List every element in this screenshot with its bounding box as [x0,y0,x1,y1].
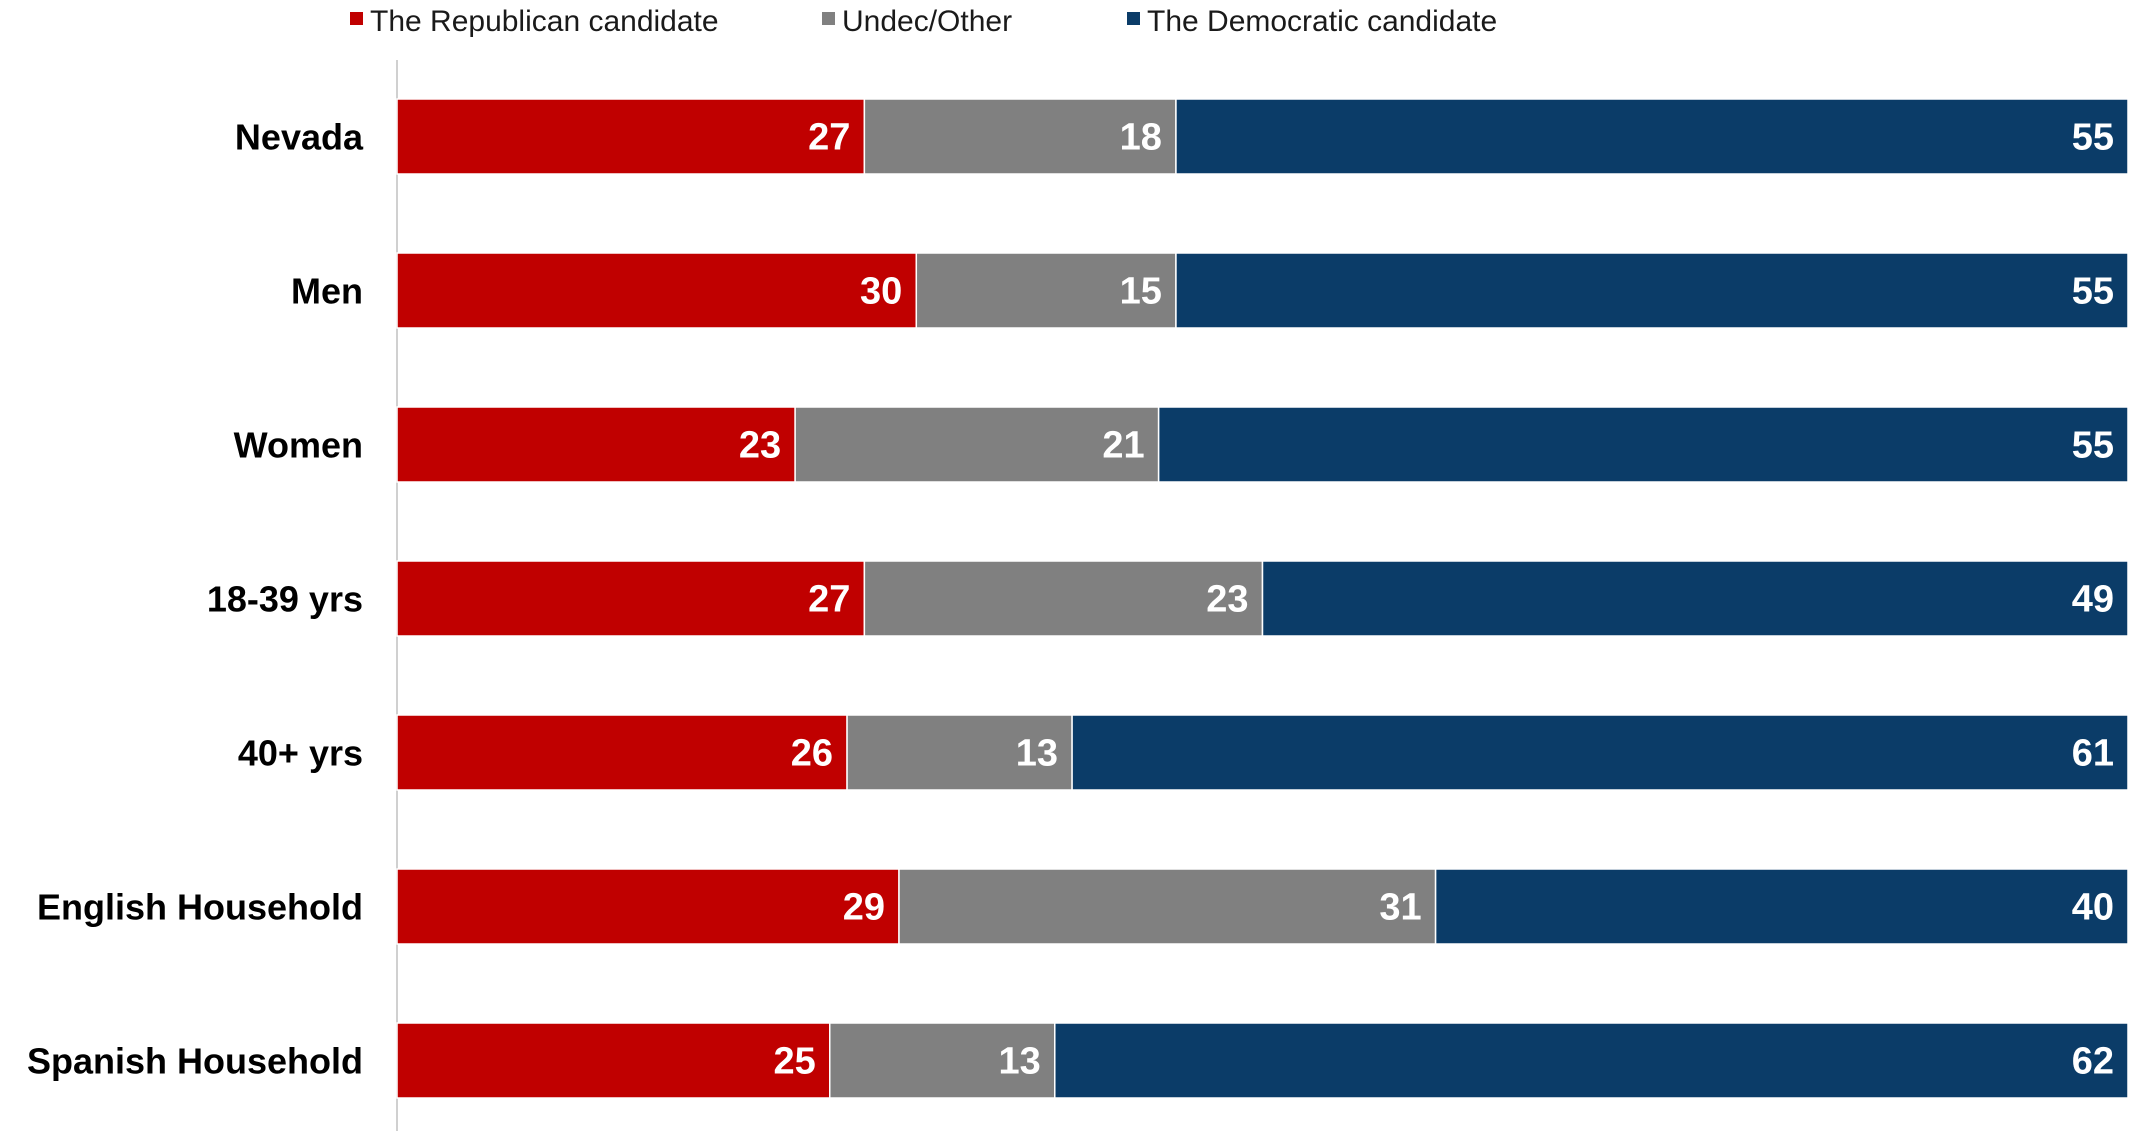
category-label: 18-39 yrs [207,579,363,620]
bar-segment [397,407,795,482]
legend-label-0: The Republican candidate [370,5,719,38]
bar-segment [1159,407,2128,482]
bar-segment [1176,253,2128,328]
value-label: 62 [2072,1041,2114,1083]
bar-segments [397,99,2128,1098]
value-label: 18 [1120,117,1162,159]
value-label: 13 [1016,733,1058,775]
value-label: 25 [773,1041,815,1083]
value-label: 26 [791,733,833,775]
bar-segment [1436,869,2128,944]
value-label: 30 [860,271,902,313]
category-label: Women [234,425,363,466]
bar-segment [397,561,864,636]
bar-segment [1176,99,2128,174]
value-label: 29 [843,887,885,929]
chart-legend: The Republican candidate Undec/Other The D… [350,5,1497,38]
category-label: English Household [37,887,363,928]
category-label: 40+ yrs [238,733,363,774]
bar-segment [864,561,1262,636]
value-label: 27 [808,579,850,621]
value-label: 27 [808,117,850,159]
value-label: 49 [2072,579,2114,621]
value-label: 21 [1102,425,1144,467]
category-label: Nevada [235,117,364,158]
bar-segment [397,715,847,790]
value-label: 40 [2072,887,2114,929]
value-label: 15 [1120,271,1162,313]
legend-swatch-1 [822,12,835,25]
bar-segment [397,869,899,944]
bar-segment [397,253,916,328]
bar-segment [899,869,1436,944]
legend-swatch-2 [1127,12,1140,25]
value-label: 55 [2072,271,2114,313]
bar-segment [397,99,864,174]
value-label: 23 [739,425,781,467]
value-label: 23 [1206,579,1248,621]
category-label: Spanish Household [27,1041,363,1082]
value-label: 31 [1379,887,1421,929]
bar-segment [1263,561,2129,636]
bar-segment [1072,715,2128,790]
value-label: 55 [2072,117,2114,159]
bar-segment [397,1023,830,1098]
legend-swatch-0 [350,12,363,25]
legend-label-2: The Democratic candidate [1147,5,1497,38]
bar-segment [1055,1023,2128,1098]
value-label: 55 [2072,425,2114,467]
legend-label-1: Undec/Other [842,5,1012,38]
category-label: Men [291,271,363,312]
value-label: 13 [998,1041,1040,1083]
value-label: 61 [2072,733,2114,775]
category-labels: Nevada Men Women 18-39 yrs 40+ yrs English Ho… [27,117,364,1082]
